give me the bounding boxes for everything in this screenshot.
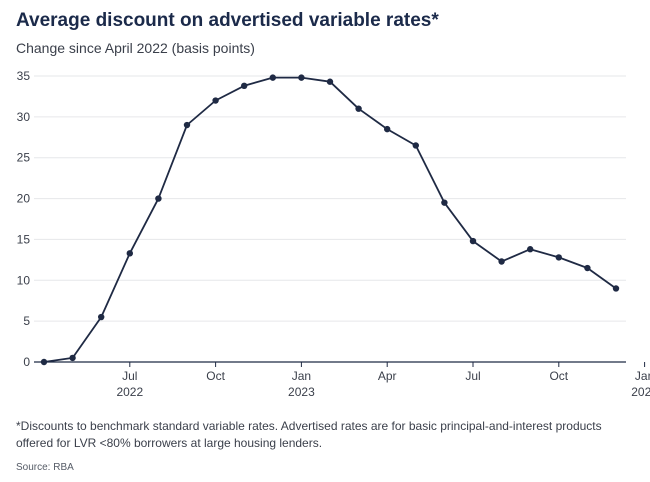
data-point (326, 78, 334, 85)
data-point (384, 125, 391, 133)
data-point (527, 246, 534, 253)
x-tick-label: Oct (549, 369, 568, 383)
data-point (298, 74, 305, 81)
data-point (69, 354, 76, 362)
y-tick-label: 0 (23, 355, 30, 369)
data-point (469, 237, 477, 245)
x-tick-label: Apr (378, 369, 397, 383)
data-point (584, 264, 591, 272)
y-tick-label: 10 (17, 273, 31, 287)
x-tick-label: Jul (122, 369, 137, 383)
source-note: Source: RBA (16, 462, 74, 473)
y-tick-label: 30 (17, 110, 31, 124)
x-tick-year-label: 2024 (631, 385, 650, 399)
x-tick-year-label: 2022 (116, 385, 143, 399)
data-point (40, 358, 48, 366)
data-point (612, 285, 620, 292)
data-point (555, 254, 562, 261)
data-point (498, 258, 505, 265)
y-tick-label: 15 (17, 232, 31, 246)
data-point (412, 142, 419, 149)
y-tick-label: 20 (17, 192, 31, 206)
data-point (212, 97, 219, 104)
x-tick-label: Jan (635, 369, 650, 383)
data-point (355, 105, 362, 112)
chart-title: Average discount on advertised variable … (16, 10, 439, 31)
series-line (43, 76, 617, 363)
data-point (269, 74, 276, 81)
chart-subtitle: Change since April 2022 (basis points) (16, 40, 255, 56)
x-tick-label: Jul (465, 369, 480, 383)
footnote: *Discounts to benchmark standard variabl… (16, 419, 602, 450)
data-point (155, 195, 162, 202)
data-point (183, 121, 191, 129)
data-point (441, 199, 448, 206)
data-point (241, 82, 248, 90)
data-point (98, 313, 105, 321)
x-tick-label: Oct (206, 369, 225, 383)
data-point (126, 250, 133, 257)
x-tick-year-label: 2023 (288, 385, 315, 399)
y-tick-label: 35 (17, 69, 31, 83)
y-tick-label: 5 (23, 314, 30, 328)
x-tick-label: Jan (292, 369, 311, 383)
y-tick-label: 25 (17, 151, 31, 165)
line-chart: 0 5 10 15 20 25 30 35 Jul 2022 Oct Jan 2023 Apr Jul Oct… (17, 69, 650, 399)
